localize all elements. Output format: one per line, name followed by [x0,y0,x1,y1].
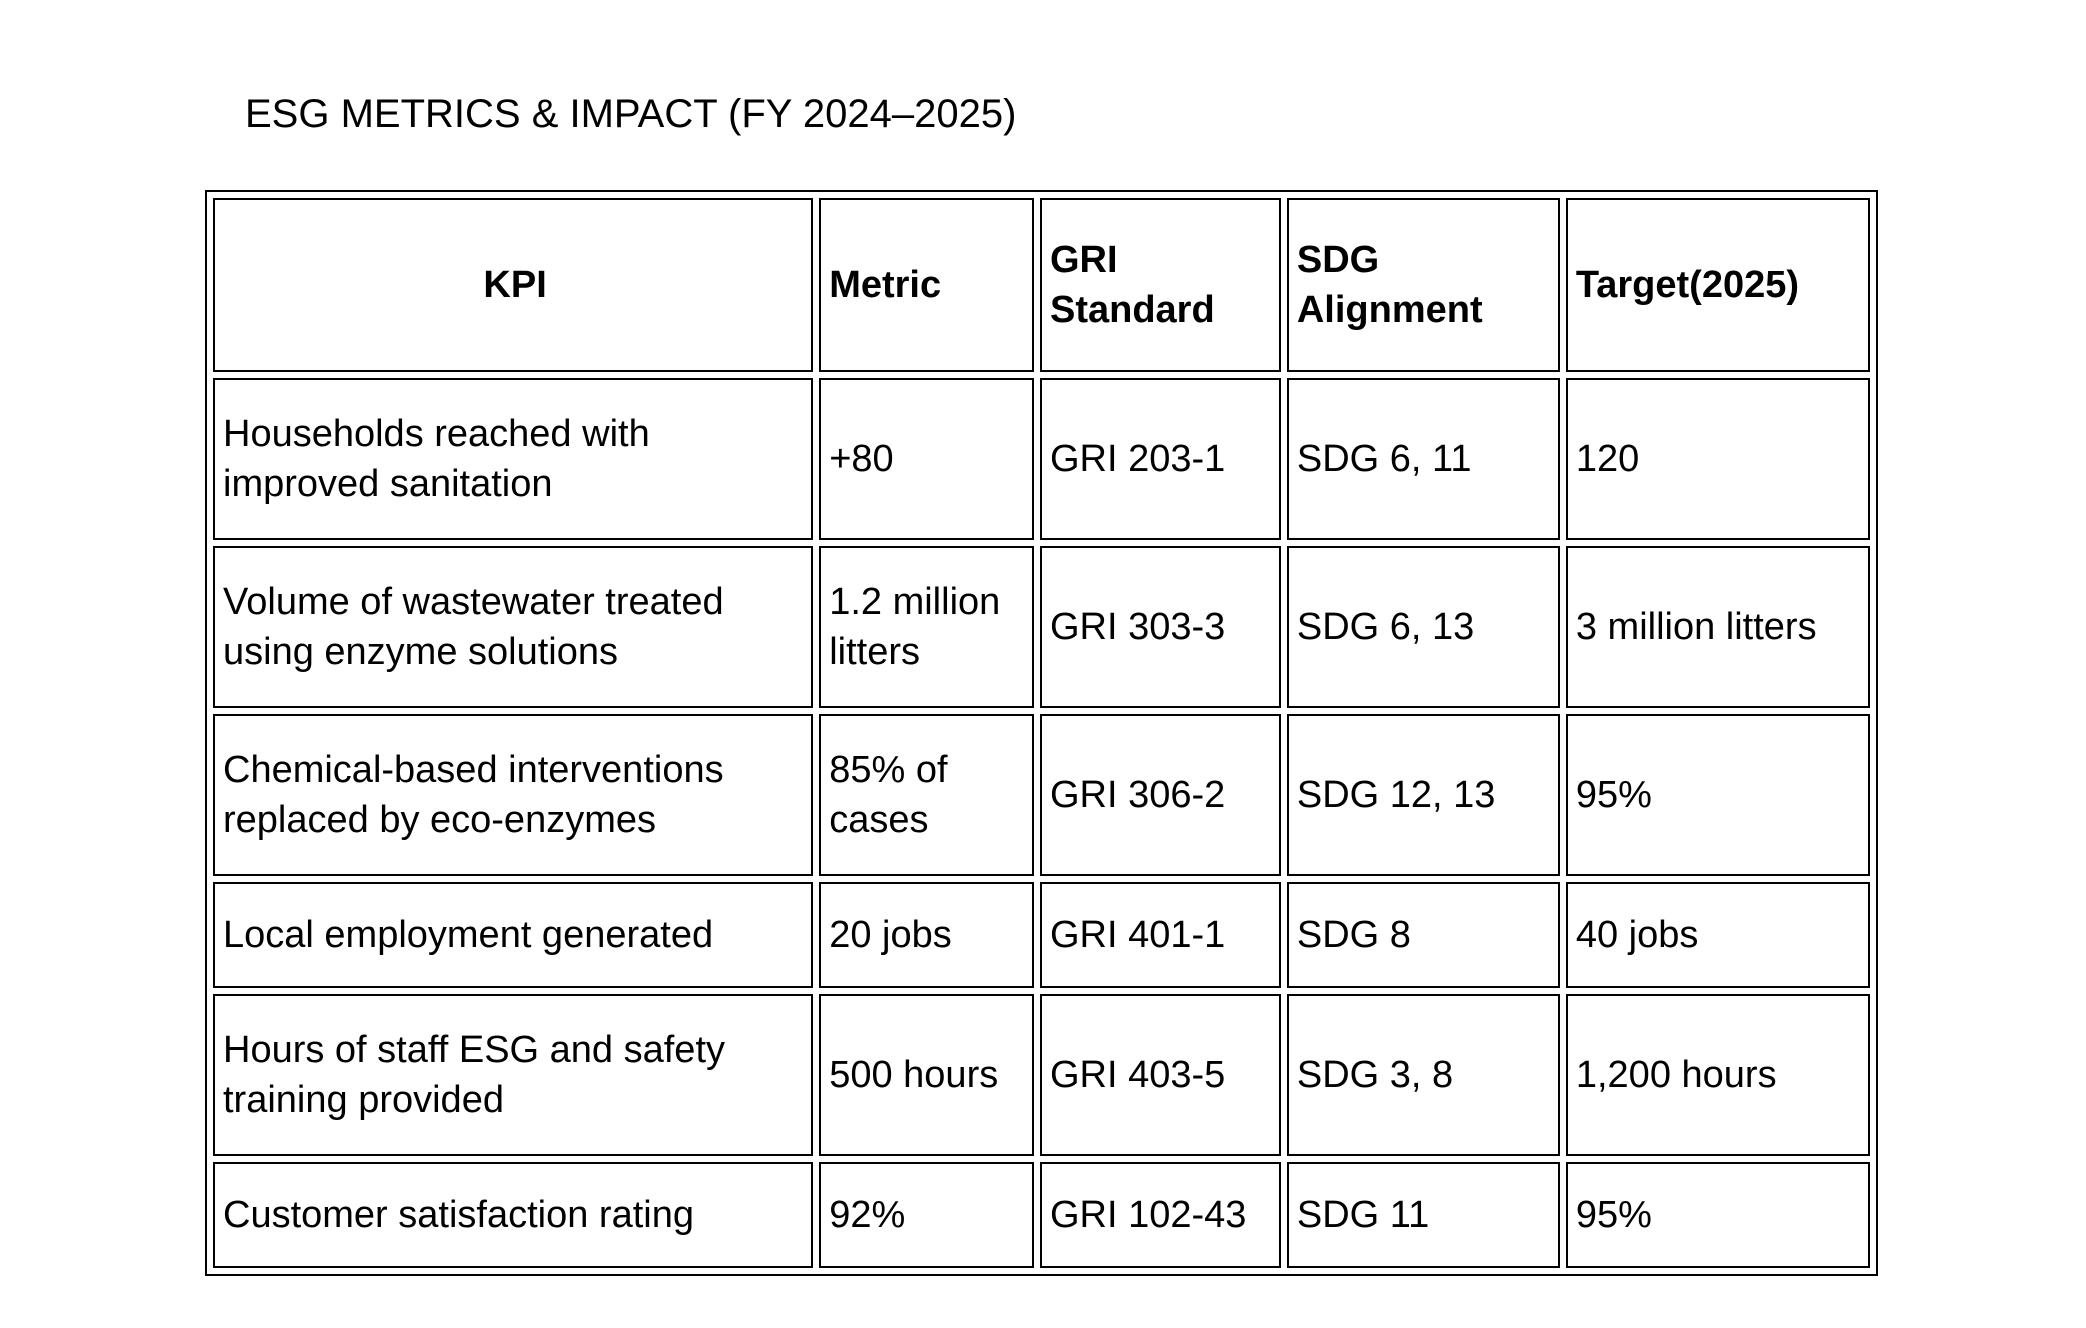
column-header-target-2025: Target(2025) [1565,198,1870,372]
table-row: Hours of staff ESG and safety training p… [213,994,1870,1156]
page-title: ESG METRICS & IMPACT (FY 2024–2025) [245,92,1017,136]
kpi-cell: Volume of wastewater treated using enzym… [213,546,814,708]
table-row: Chemical-based interventions replaced by… [213,714,1870,876]
table-row: Customer satisfaction rating 92% GRI 102… [213,1162,1870,1268]
gri-cell: GRI 102-43 [1039,1162,1281,1268]
table-row: Local employment generated 20 jobs GRI 4… [213,882,1870,988]
gri-cell: GRI 203-1 [1039,378,1281,540]
sdg-cell: SDG 11 [1286,1162,1560,1268]
metric-cell: +80 [819,378,1034,540]
target-cell: 95% [1565,1162,1870,1268]
kpi-cell: Customer satisfaction rating [213,1162,814,1268]
column-header-kpi: KPI [213,198,814,372]
sdg-cell: SDG 12, 13 [1286,714,1560,876]
target-cell: 40 jobs [1565,882,1870,988]
kpi-cell: Local employment generated [213,882,814,988]
target-cell: 3 million litters [1565,546,1870,708]
metric-cell: 92% [819,1162,1034,1268]
target-cell: 120 [1565,378,1870,540]
kpi-cell: Hours of staff ESG and safety training p… [213,994,814,1156]
kpi-cell: Households reached with improved sanitat… [213,378,814,540]
column-header-gri-standard: GRI Standard [1039,198,1281,372]
header-row: KPI Metric GRI Standard SDG Alignment Ta… [213,198,1870,372]
target-cell: 95% [1565,714,1870,876]
target-cell: 1,200 hours [1565,994,1870,1156]
esg-metrics-table: KPI Metric GRI Standard SDG Alignment Ta… [205,190,1878,1276]
metric-cell: 85% of cases [819,714,1034,876]
sdg-cell: SDG 6, 11 [1286,378,1560,540]
table-row: Volume of wastewater treated using enzym… [213,546,1870,708]
sdg-cell: SDG 8 [1286,882,1560,988]
kpi-cell: Chemical-based interventions replaced by… [213,714,814,876]
gri-cell: GRI 403-5 [1039,994,1281,1156]
table-row: Households reached with improved sanitat… [213,378,1870,540]
metric-cell: 1.2 million litters [819,546,1034,708]
column-header-sdg-alignment: SDG Alignment [1286,198,1560,372]
metric-cell: 20 jobs [819,882,1034,988]
sdg-cell: SDG 6, 13 [1286,546,1560,708]
column-header-metric: Metric [819,198,1034,372]
gri-cell: GRI 303-3 [1039,546,1281,708]
sdg-cell: SDG 3, 8 [1286,994,1560,1156]
gri-cell: GRI 306-2 [1039,714,1281,876]
metric-cell: 500 hours [819,994,1034,1156]
gri-cell: GRI 401-1 [1039,882,1281,988]
